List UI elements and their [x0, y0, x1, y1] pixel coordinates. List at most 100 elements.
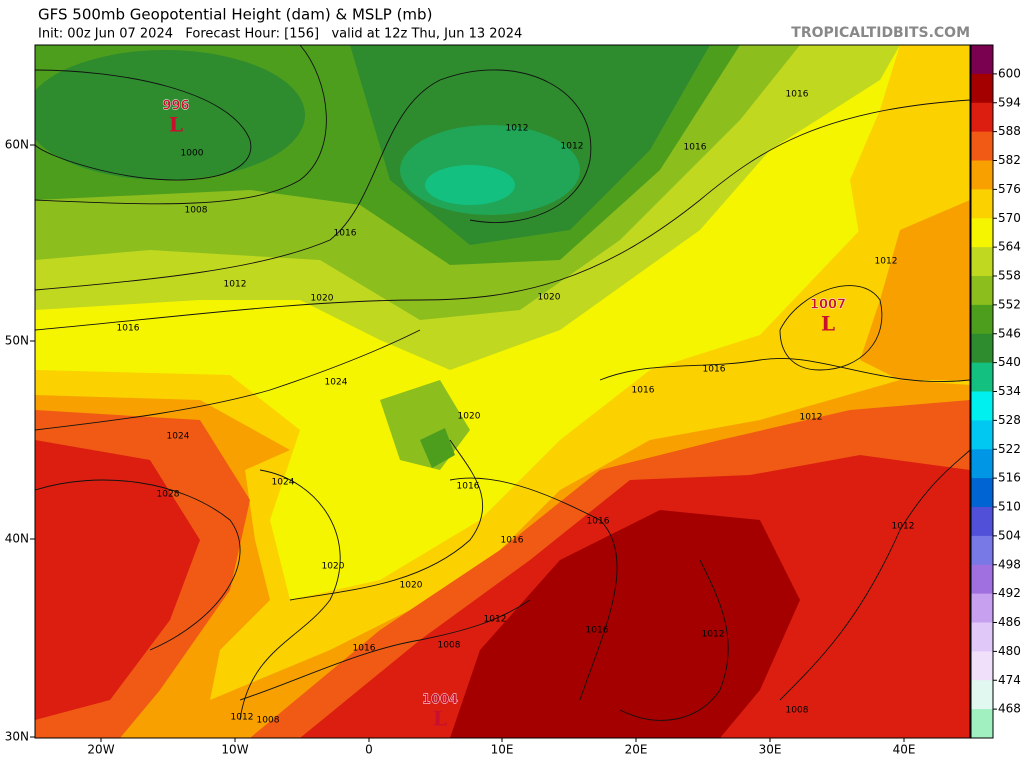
- subtitle: Init: 00z Jun 07 2024 Forecast Hour: [15…: [38, 27, 522, 42]
- isobar-label: 1016: [632, 386, 655, 396]
- colorbar-label: 546: [998, 326, 1021, 340]
- isobar-label: 1028: [157, 490, 180, 500]
- colorbar-swatch: [971, 391, 993, 421]
- isobar-label: 1020: [458, 412, 481, 422]
- colorbar-label: 552: [998, 297, 1021, 311]
- title: GFS 500mb Geopotential Height (dam) & MS…: [38, 6, 432, 24]
- colorbar-swatch: [971, 478, 993, 508]
- colorbar-swatch: [971, 535, 993, 566]
- colorbar-swatch: [971, 449, 993, 479]
- isobar-label: 1012: [800, 413, 823, 423]
- colorbar-label: 600: [998, 66, 1021, 80]
- colorbar-label: 594: [998, 95, 1021, 109]
- isobars-shape: [35, 99, 970, 331]
- isobar-label: 1000: [181, 149, 204, 159]
- colorbar-label: 588: [998, 124, 1021, 138]
- colorbar-swatch: [971, 507, 993, 537]
- colorbar-label: 576: [998, 182, 1021, 196]
- colorbar-swatch: [971, 680, 993, 710]
- isobar-label: 1012: [506, 124, 529, 134]
- isobars-shape: [779, 285, 883, 371]
- isobar-label: 1008: [257, 716, 280, 726]
- colorbar-label: 468: [998, 702, 1021, 716]
- center-value: 996: [162, 99, 189, 114]
- isobars-shape: [239, 469, 341, 721]
- colorbar-swatch: [971, 333, 993, 364]
- center-symbol: L: [169, 113, 183, 137]
- colorbar-swatch: [971, 420, 993, 450]
- lat-label: 60N: [5, 138, 29, 152]
- isobar-label: 1008: [185, 206, 208, 216]
- isobars-shape: [289, 439, 484, 601]
- colorbar-swatch: [971, 651, 993, 681]
- colorbar-label: 486: [998, 615, 1021, 629]
- isobar-label: 1016: [703, 365, 726, 375]
- isobars-shape: [35, 69, 252, 181]
- isobar-label: 1012: [484, 615, 507, 625]
- isobars-shape: [779, 449, 970, 701]
- height-field-shape: [425, 165, 515, 205]
- isobar-label: 1016: [117, 324, 140, 334]
- colorbar-label: 558: [998, 269, 1021, 283]
- colorbar-swatch: [971, 564, 993, 595]
- lon-label: 10W: [221, 743, 248, 757]
- colorbar-swatch: [971, 45, 993, 75]
- isobar-label: 1012: [875, 257, 898, 267]
- colorbar-swatch: [971, 102, 993, 133]
- height-field-shape: [35, 440, 200, 720]
- isobar-label: 1016: [684, 143, 707, 153]
- watermark: TROPICALTIDBITS.COM: [791, 25, 970, 41]
- isobar-label: 1016: [501, 536, 524, 546]
- isobar-label: 1020: [400, 581, 423, 591]
- colorbar-label: 534: [998, 384, 1021, 398]
- isobar-label: 1012: [702, 630, 725, 640]
- isobar-label: 1024: [167, 432, 190, 442]
- height-field-shape: [450, 510, 800, 738]
- isobar-label: 1008: [438, 641, 461, 651]
- isobar-label: 1016: [586, 626, 609, 636]
- isobars-shape: [449, 477, 618, 701]
- colorbar-label: 522: [998, 442, 1021, 456]
- lon-label: 20E: [625, 743, 648, 757]
- colorbar-label: 474: [998, 673, 1021, 687]
- isobar-label: 1012: [892, 522, 915, 532]
- colorbar-swatch: [971, 593, 993, 623]
- lon-label: 40E: [893, 743, 916, 757]
- height-field-shape: [860, 60, 970, 380]
- lon-label: 30E: [759, 743, 782, 757]
- center-symbol: L: [821, 312, 835, 336]
- isobars-shape: [619, 559, 729, 721]
- center-value: 1007: [810, 298, 846, 313]
- isobars: [35, 45, 970, 721]
- height-field-shape: [35, 50, 305, 180]
- isobar-label: 1016: [786, 90, 809, 100]
- height-field-shape: [420, 428, 455, 468]
- center-value: 1004: [422, 693, 458, 708]
- colorbar-swatch: [971, 131, 993, 161]
- isobar-label: 1008: [786, 706, 809, 716]
- colorbar-swatch: [971, 218, 993, 248]
- colorbar-label: 498: [998, 557, 1021, 571]
- isobar-label: 1020: [311, 294, 334, 304]
- colorbar-swatch: [971, 73, 993, 104]
- isobars-shape: [35, 69, 592, 291]
- isobar-label: 1012: [224, 280, 247, 290]
- lat-label: 30N: [5, 730, 29, 744]
- colorbar-swatch: [971, 709, 993, 739]
- isobars-shape: [35, 479, 241, 651]
- isobars-shape: [35, 45, 327, 205]
- isobar-label: 1024: [325, 378, 348, 388]
- lat-label: 50N: [5, 334, 29, 348]
- colorbar-label: 480: [998, 644, 1021, 658]
- isobar-label: 1012: [231, 713, 254, 723]
- colorbar: 600 594 588 582 576 570 564 558 552 546 540 534 528 5…: [970, 44, 1021, 739]
- isobar-label: 1020: [322, 562, 345, 572]
- lon-label: 20W: [87, 743, 114, 757]
- colorbar-swatch: [971, 362, 993, 392]
- lat-label: 40N: [5, 532, 29, 546]
- lon-label: 10E: [491, 743, 514, 757]
- colorbar-label: 528: [998, 413, 1021, 427]
- lon-label: 0: [365, 743, 373, 757]
